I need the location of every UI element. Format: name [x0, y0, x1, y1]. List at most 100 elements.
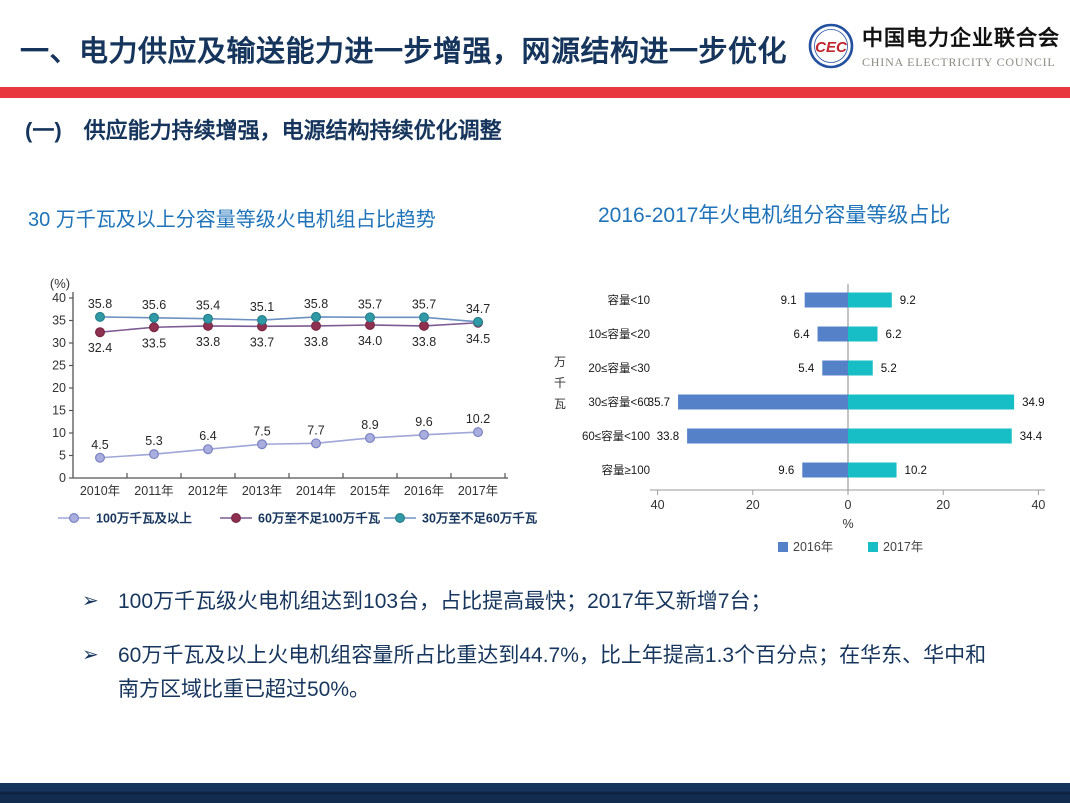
- x-tick-label: 20: [936, 498, 950, 512]
- y-tick-label: 0: [59, 471, 66, 485]
- arrow-bullet-icon: ➢: [82, 590, 99, 612]
- data-point-marker: [148, 449, 159, 460]
- data-point-marker: [365, 432, 376, 443]
- data-label: 34.5: [466, 332, 490, 346]
- data-label: 35.8: [88, 297, 112, 311]
- y-tick-label: 20: [52, 381, 66, 395]
- category-label: 容量<10: [607, 293, 650, 307]
- legend-item-0: 2016年: [778, 540, 833, 554]
- legend-label: 100万千瓦及以上: [96, 511, 192, 526]
- data-point-marker: [311, 311, 322, 322]
- data-label: 35.4: [196, 299, 220, 313]
- org-name-block: 中国电力企业联合会 CHINA ELECTRICITY COUNCIL: [862, 22, 1060, 70]
- page-title: 一、电力供应及输送能力进一步增强，网源结构进一步优化: [20, 36, 788, 68]
- x-tick-label: 2014年: [296, 484, 336, 498]
- data-label: 33.8: [304, 335, 328, 349]
- legend-label: 2016年: [793, 540, 833, 554]
- value-label-2017: 6.2: [886, 329, 902, 341]
- bar-2016: [817, 326, 848, 342]
- bullet-text: 60万千瓦及以上火电机组容量所占比重达到44.7%，比上年提高1.3个百分点；在…: [118, 644, 987, 702]
- x-axis-unit-label: %: [842, 517, 853, 531]
- y-tick-label: 5: [59, 449, 66, 463]
- x-tick-label: 2016年: [404, 484, 444, 498]
- data-label: 33.8: [196, 335, 220, 349]
- data-label: 5.3: [145, 434, 162, 448]
- data-label: 7.7: [307, 423, 324, 437]
- value-label-2016: 9.1: [781, 295, 797, 307]
- bar-row-5: 容量≥100 9.6 10.2: [602, 462, 927, 478]
- data-point-marker: [257, 315, 268, 326]
- bar-row-1: 10≤容量<20 6.4 6.2: [588, 326, 902, 342]
- y-axis-label: 万千瓦: [554, 355, 566, 411]
- bullet-list: ➢ 100万千瓦级火电机组达到103台，占比提高最快；2017年又新增7台； ➢…: [82, 585, 997, 727]
- bullet-item: ➢ 60万千瓦及以上火电机组容量所占比重达到44.7%，比上年提高1.3个百分点…: [82, 639, 997, 707]
- y-tick-label: 15: [52, 404, 66, 418]
- legend-item-1: 2017年: [868, 540, 923, 554]
- arrow-bullet-icon: ➢: [82, 644, 99, 667]
- value-label-2016: 33.8: [657, 431, 679, 443]
- data-point-marker: [419, 429, 430, 440]
- footer-bar: [0, 783, 1070, 803]
- data-point-marker: [419, 320, 430, 331]
- bar-2017: [848, 394, 1015, 410]
- cec-emblem-icon: CEC: [808, 23, 854, 69]
- legend-swatch-icon: [868, 542, 878, 552]
- data-label: 6.4: [199, 429, 216, 443]
- data-point-marker: [473, 427, 484, 438]
- org-logo: CEC 中国电力企业联合会 CHINA ELECTRICITY COUNCIL: [808, 22, 1060, 70]
- tornado-chart-title: 2016-2017年火电机组分容量等级占比: [598, 204, 951, 227]
- data-point-marker: [365, 312, 376, 323]
- x-tick-label: 2017年: [458, 484, 498, 498]
- data-label: 32.4: [88, 341, 112, 355]
- bar-row-0: 容量<10 9.1 9.2: [607, 292, 916, 308]
- bar-2017: [848, 360, 873, 376]
- x-tick-label: 40: [1031, 498, 1045, 512]
- data-point-marker: [148, 322, 159, 333]
- data-label: 33.8: [412, 335, 436, 349]
- bullet-item: ➢ 100万千瓦级火电机组达到103台，占比提高最快；2017年又新增7台；: [82, 585, 997, 619]
- legend-label: 60万至不足100万千瓦: [258, 511, 381, 526]
- y-tick-label: 35: [52, 314, 66, 328]
- legend-item-2: 30万至不足60万千瓦: [384, 511, 538, 526]
- x-tick-label: 20: [746, 498, 760, 512]
- series-line: [99, 316, 479, 323]
- bar-2016: [822, 360, 848, 376]
- category-label: 60≤容量<100: [582, 429, 650, 443]
- line-series-0: 4.5 5.3 6.4 7.5 7.7 8.9 9.6 10.2: [91, 412, 490, 463]
- value-label-2017: 5.2: [881, 363, 897, 375]
- data-point-marker: [203, 444, 214, 455]
- data-point-marker: [419, 312, 430, 323]
- value-label-2016: 35.7: [648, 397, 670, 409]
- data-point-marker: [94, 452, 105, 463]
- data-label: 33.5: [142, 336, 166, 350]
- data-label: 10.2: [466, 412, 490, 426]
- org-name-cn: 中国电力企业联合会: [862, 27, 1060, 50]
- data-label: 35.7: [412, 297, 436, 311]
- legend-label: 2017年: [883, 540, 923, 554]
- category-label: 30≤容量<60: [588, 395, 650, 409]
- data-label: 35.1: [250, 300, 274, 314]
- legend-swatch-icon: [778, 542, 788, 552]
- data-point-marker: [203, 313, 214, 324]
- svg-text:CEC: CEC: [815, 39, 848, 56]
- x-tick-label: 2015年: [350, 484, 390, 498]
- data-label: 9.6: [415, 415, 432, 429]
- data-point-marker: [311, 320, 322, 331]
- legend-label: 30万至不足60万千瓦: [422, 511, 538, 526]
- bar-2017: [848, 462, 897, 478]
- category-label: 20≤容量<30: [588, 361, 650, 375]
- y-tick-label: 30: [52, 336, 66, 350]
- data-point-marker: [94, 311, 105, 322]
- line-chart: (%) 0 5 10 15 20 25 30 35 40 2010年 2011年 2012年 2013年 2…: [50, 276, 538, 526]
- data-label: 35.7: [358, 297, 382, 311]
- legend-marker-icon: [395, 513, 406, 524]
- data-label: 34.7: [466, 302, 490, 316]
- data-label: 4.5: [91, 438, 108, 452]
- red-divider: [0, 87, 1070, 98]
- line-series-1: 32.4 33.5 33.8 33.7 33.8 34.0 33.8 34.5: [88, 317, 490, 355]
- bar-2017: [848, 292, 892, 308]
- data-point-marker: [473, 316, 484, 327]
- x-tick-label: 0: [845, 498, 852, 512]
- x-tick-label: 2012年: [188, 484, 228, 498]
